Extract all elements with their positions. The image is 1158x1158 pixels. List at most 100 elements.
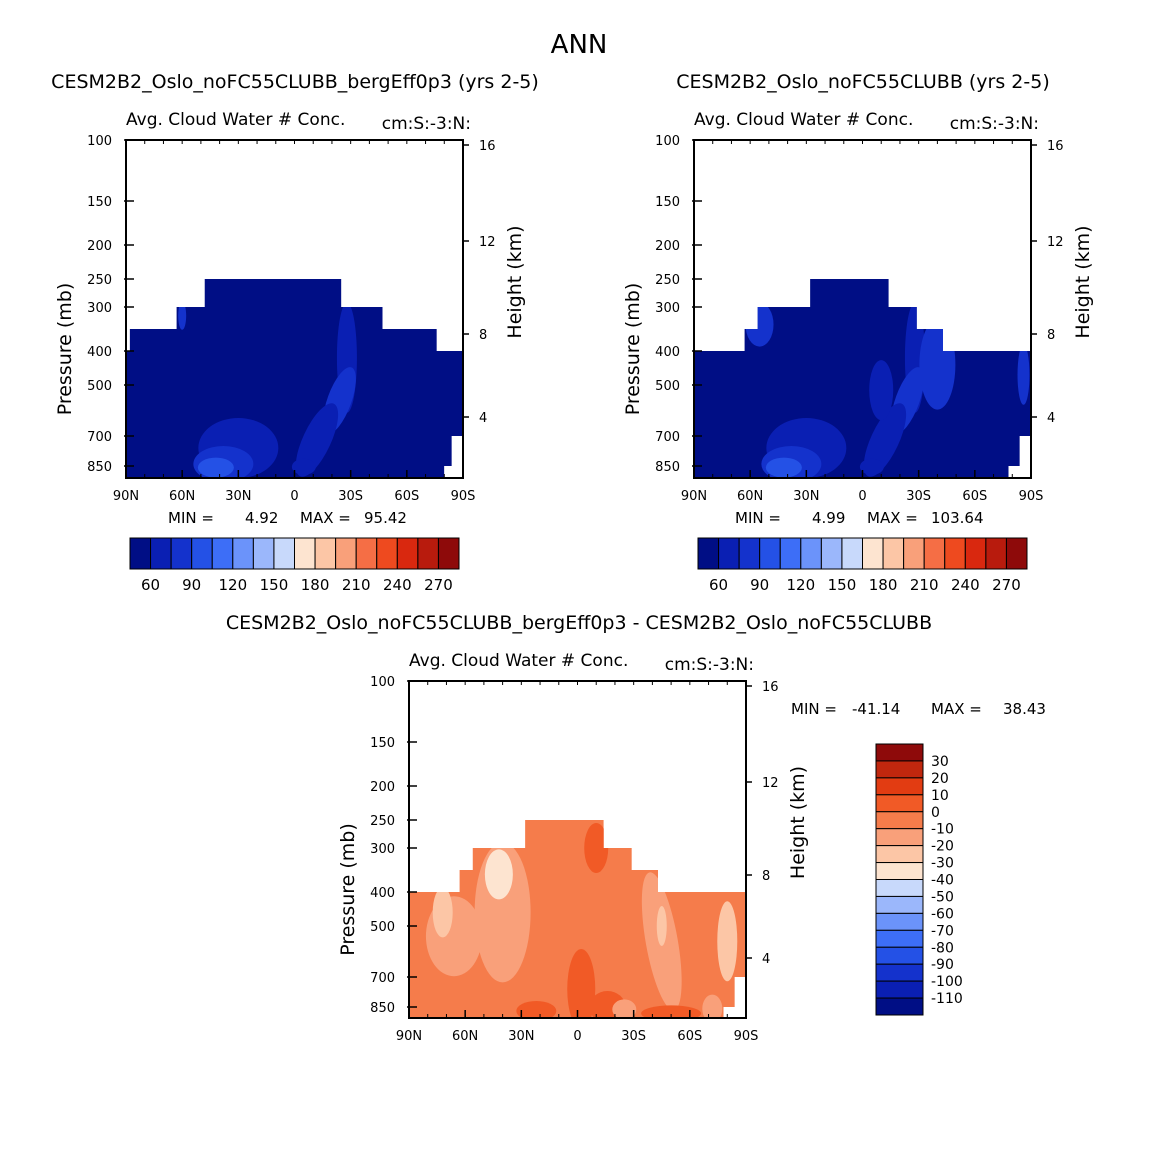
y-axis-label: Pressure (mb) [337, 823, 359, 956]
colorbar-swatch [875, 845, 924, 864]
y2-tick-label: 8 [762, 869, 770, 884]
y-tick-label: 100 [87, 134, 112, 149]
colorbar-swatch [170, 537, 193, 570]
y2-tick-label: 4 [762, 952, 770, 967]
colorbar-swatch [985, 537, 1007, 570]
colorbar-swatch [923, 537, 946, 570]
x-tick-label: 0 [573, 1029, 581, 1044]
y-tick-label: 400 [87, 345, 112, 360]
max-value: 38.43 [1003, 700, 1046, 718]
colorbar-tick-label: -50 [931, 889, 954, 905]
y-tick-label: 700 [655, 430, 680, 445]
contour-fill [1017, 344, 1030, 405]
y-tick-label: 850 [370, 1001, 395, 1016]
y2-tick-label: 8 [1047, 328, 1055, 343]
colorbar-tick-label: -80 [931, 940, 954, 956]
colorbar-swatch [875, 743, 924, 762]
y2-tick-label: 12 [479, 235, 496, 250]
y-tick-label: 850 [87, 460, 112, 475]
contour-fill [612, 999, 637, 1018]
colorbar-tick-label: -70 [931, 923, 954, 939]
y-tick-label: 150 [370, 736, 395, 751]
colorbar-swatch [875, 980, 924, 999]
y-tick-label: 850 [655, 460, 680, 475]
contour-fill [919, 319, 956, 410]
contour-fill [584, 823, 609, 873]
y-tick-label: 700 [87, 430, 112, 445]
colorbar-swatch [273, 537, 295, 570]
x-tick-label: 90N [113, 489, 139, 504]
contour-fill [717, 901, 738, 982]
contour-fill [863, 403, 907, 477]
y-tick-label: 250 [87, 273, 112, 288]
colorbar-swatch [211, 537, 234, 570]
x-tick-label: 0 [858, 489, 866, 504]
panel-subtitle-left: Avg. Cloud Water # Conc. [694, 110, 913, 130]
y2-tick-label: 16 [1047, 139, 1064, 154]
colorbar-tick-label: -110 [931, 991, 963, 1007]
colorbar-tick-label: 180 [301, 576, 330, 594]
contour-field [409, 820, 746, 1018]
colorbar-swatch [718, 537, 740, 570]
colorbar-tick-label: 90 [182, 576, 201, 594]
min-value: 4.92 [245, 509, 278, 527]
colorbar-swatch [882, 537, 905, 570]
y-tick-label: 150 [655, 195, 680, 210]
x-tick-label: 30N [793, 489, 819, 504]
panel-2: 100 150 200 250 300 400 500 700 850 16 12 8 4 90N 60N 3… [622, 71, 1094, 594]
colorbar-swatch [232, 537, 254, 570]
colorbar-swatch [355, 537, 378, 570]
colorbar-tick-label: -100 [931, 974, 963, 990]
y2-tick-label: 4 [479, 411, 487, 426]
colorbar-tick-label: 270 [424, 576, 453, 594]
min-label: MIN = [791, 700, 837, 718]
panel-title: CESM2B2_Oslo_noFC55CLUBB_bergEff0p3 - CE… [226, 612, 932, 634]
colorbar-swatch [964, 537, 987, 570]
colorbar-swatch [875, 862, 924, 880]
contour-fill [178, 301, 187, 330]
y-tick-label: 100 [655, 134, 680, 149]
x-tick-label: 60S [962, 489, 987, 504]
panel-title: CESM2B2_Oslo_noFC55CLUBB_bergEff0p3 (yrs… [51, 71, 539, 93]
colorbar-swatch [252, 537, 275, 570]
colorbar-tick-label: 210 [342, 576, 371, 594]
page-title: ANN [551, 30, 608, 60]
contour-fill [432, 887, 453, 938]
x-tick-label: 90S [451, 489, 476, 504]
y2-tick-label: 16 [479, 139, 496, 154]
colorbar-swatch [875, 946, 924, 965]
x-tick-label: 30S [338, 489, 363, 504]
y-tick-label: 400 [370, 886, 395, 901]
colorbar-swatch [129, 537, 152, 570]
contour-field [126, 279, 463, 478]
colorbar-tick-label: 90 [750, 576, 769, 594]
colorbar-tick-label: -10 [931, 822, 954, 838]
contour-fill [516, 1001, 557, 1018]
panel-subtitle-left: Avg. Cloud Water # Conc. [409, 651, 628, 671]
y2-tick-label: 8 [479, 328, 487, 343]
contour-fill [702, 994, 723, 1018]
colorbar-swatch [875, 895, 924, 914]
colorbar-tick-label: 0 [931, 805, 940, 821]
colorbar-swatch [294, 537, 316, 570]
colorbar-tick-label: -40 [931, 873, 954, 889]
colorbar-swatch [875, 997, 924, 1016]
y-tick-label: 500 [87, 379, 112, 394]
colorbar-swatch [697, 537, 720, 570]
x-tick-label: 90S [1019, 489, 1044, 504]
colorbar-swatch [437, 537, 460, 570]
max-value: 95.42 [364, 509, 407, 527]
y-tick-label: 200 [370, 780, 395, 795]
colorbar-swatch [875, 963, 924, 982]
colorbar-swatch [314, 537, 337, 570]
contour-fill [656, 906, 667, 946]
colorbar-swatch [875, 828, 924, 847]
y2-tick-label: 4 [1047, 411, 1055, 426]
colorbar-swatch [875, 879, 924, 897]
y2-axis-label: Height (km) [787, 766, 809, 879]
colorbar-swatch [779, 537, 802, 570]
panel-1: 100 150 200 250 300 400 500 700 850 16 12 8 4 90N 60N 3… [51, 71, 539, 594]
x-tick-label: 30N [508, 1029, 534, 1044]
max-label: MAX = [300, 509, 351, 527]
